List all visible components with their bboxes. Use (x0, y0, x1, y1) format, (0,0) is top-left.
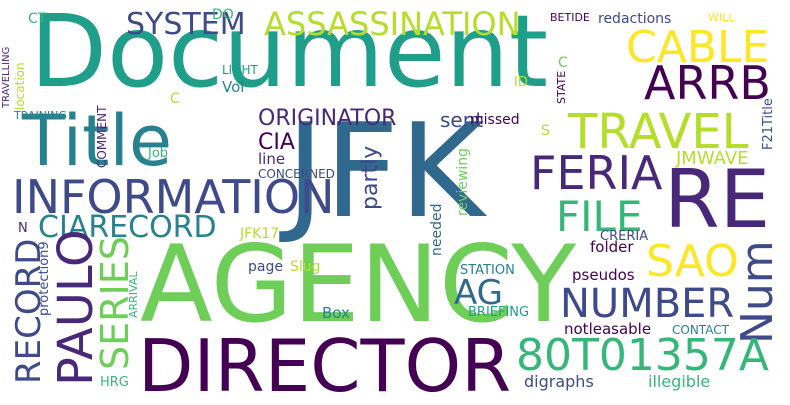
word-jfk: JFK (286, 95, 485, 247)
word-concerned: CONCERNED (258, 167, 335, 181)
word-hrg: HRG (100, 375, 129, 390)
word-vol: Vol (222, 78, 245, 96)
word-page: page (248, 259, 283, 275)
word-file: FILE (556, 192, 643, 241)
word-cable: CABLE (626, 22, 770, 73)
word-c-2: C (558, 55, 568, 71)
word-state: STATE (555, 70, 568, 104)
word-do: DO (212, 7, 234, 23)
word-re: RE (664, 153, 771, 246)
word-light: LIGHT (222, 63, 258, 77)
word-will: WILL (708, 11, 735, 24)
word-assassination: ASSASSINATION (264, 5, 521, 43)
word-illegible: illegible (648, 372, 711, 391)
word-id: ID (514, 75, 528, 90)
word-agency: AGENCY (140, 223, 576, 346)
word-num: Num (732, 240, 783, 344)
word-training: TRAINING (14, 109, 67, 122)
word-document: Document (30, 0, 549, 110)
word-redactions: redactions (598, 11, 672, 27)
word-ag: AG (454, 273, 504, 313)
word-reviewing: reviewing (455, 148, 471, 216)
word-system: SYSTEM (126, 7, 246, 42)
word-creria: CRERIA (600, 229, 649, 244)
word-director: DIRECTOR (138, 324, 512, 405)
word-arrival: ARRIVAL (127, 271, 140, 318)
word-s: S (541, 123, 550, 139)
word-pseudos: pseudos (572, 266, 635, 284)
word-number: NUMBER (560, 281, 735, 327)
word-80t01357a: 80T01357A (516, 330, 769, 381)
word-ct: CT (28, 11, 47, 27)
word-protection9: protection9 (37, 241, 52, 316)
word-originator: ORIGINATOR (258, 106, 397, 131)
word-sao: SAO (646, 236, 739, 287)
word-information: INFORMATION (12, 170, 335, 224)
word-sent: sent (440, 108, 484, 132)
word-feria: FERIA (530, 146, 663, 200)
word-missed: missed (470, 112, 520, 128)
word-needed: needed (429, 203, 445, 257)
word-digraphs: digraphs (524, 372, 594, 391)
word-job: Job (148, 146, 169, 161)
word-box: Box (322, 304, 350, 322)
word-notleasable: notleasable (564, 320, 652, 338)
word-jfk17: JFK17 (240, 226, 280, 242)
word-partly: partly (358, 145, 383, 210)
word-briefing: BRIEFING (468, 305, 530, 320)
word-contact: CONTACT (672, 323, 729, 337)
word-betide: BETIDE (550, 11, 590, 24)
word-jmwave: JMWAVE (676, 148, 749, 169)
word-cia: CIA (258, 130, 295, 155)
word-slug: Slug (290, 259, 321, 275)
word-title: Title (22, 100, 173, 182)
word-line: line (258, 150, 286, 168)
word-n: N (18, 221, 28, 236)
word-station: STATION (460, 263, 515, 278)
word-travelling: TRAVELLING (1, 46, 12, 108)
word-c-1: C (170, 91, 180, 107)
word-arrb: ARRB (644, 56, 771, 110)
word-location: location (13, 62, 27, 110)
word-comment: COMMENT (95, 105, 109, 168)
word-travel: TRAVEL (568, 104, 749, 160)
word-folder: folder (590, 238, 634, 256)
word-f21title: F21Title (761, 98, 776, 150)
word-ciarecord: CIARECORD (38, 210, 217, 245)
